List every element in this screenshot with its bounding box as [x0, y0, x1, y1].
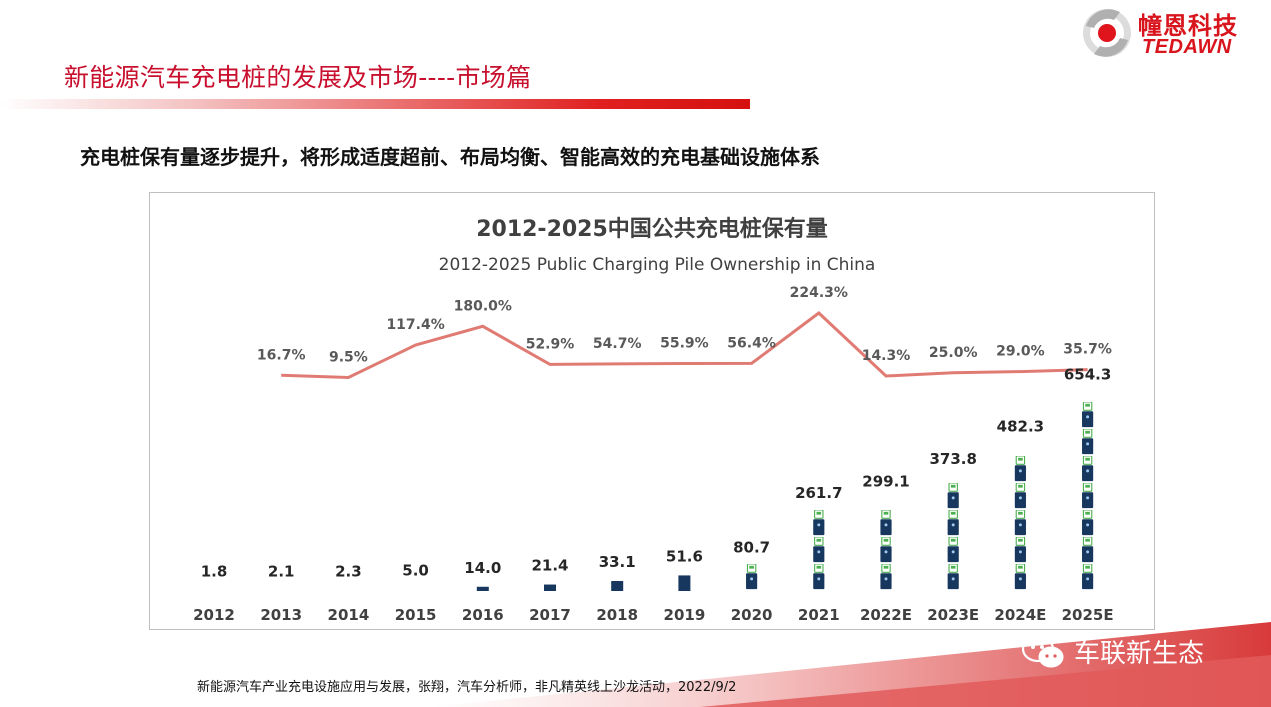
bar-value-label: 14.0 [464, 559, 501, 577]
bar [1081, 402, 1094, 590]
bar [611, 581, 624, 591]
x-tick-label: 2014 [328, 606, 370, 624]
chart-container: 2012-2025中国公共充电桩保有量 2012-2025 Public Cha… [149, 192, 1155, 630]
x-tick-label: 2022E [860, 606, 912, 624]
x-tick-label: 2017 [529, 606, 571, 624]
x-tick-label: 2012 [193, 606, 235, 624]
growth-rate-label: 56.4% [727, 335, 776, 351]
bar-value-label: 21.4 [531, 557, 568, 575]
growth-rate-label: 52.9% [526, 336, 575, 352]
chart-title: 2012-2025中国公共充电桩保有量 [476, 216, 828, 242]
growth-rate-label: 224.3% [790, 285, 848, 301]
bar-value-label: 51.6 [666, 547, 703, 565]
x-tick-label: 2025E [1062, 606, 1114, 624]
growth-rate-label: 25.0% [929, 345, 978, 361]
growth-rate-label: 9.5% [329, 349, 368, 365]
x-tick-label: 2013 [260, 606, 302, 624]
growth-rate-line [281, 311, 1088, 379]
growth-rate-label: 29.0% [996, 344, 1045, 360]
bar-value-label: 2.3 [335, 562, 362, 580]
bar-value-label: 80.7 [733, 539, 770, 557]
x-tick-label: 2019 [664, 606, 706, 624]
bar-value-label: 5.0 [402, 561, 429, 579]
header-title: 新能源汽车充电桩的发展及市场----市场篇 [64, 63, 532, 92]
bar-value-label: 261.7 [795, 484, 842, 502]
growth-rate-label: 16.7% [257, 347, 306, 363]
x-tick-label: 2018 [596, 606, 638, 624]
x-tick-label: 2015 [395, 606, 437, 624]
bar-value-label: 482.3 [997, 417, 1044, 435]
wechat-account-name: 车联新生态 [1074, 639, 1205, 669]
bar [947, 483, 960, 590]
bar [1014, 456, 1027, 590]
bar-value-label: 33.1 [599, 553, 636, 571]
bar-value-label: 2.1 [268, 562, 295, 580]
bar [544, 584, 556, 591]
bar [745, 564, 758, 590]
logo-english-text: TEDAWN [1142, 36, 1232, 58]
source-citation: 新能源汽车产业充电设施应用与发展，张翔，汽车分析师，非凡精英线上沙龙活动，202… [197, 680, 737, 695]
growth-rate-label: 54.7% [593, 336, 642, 352]
x-tick-label: 2016 [462, 606, 504, 624]
x-tick-label: 2021 [798, 606, 840, 624]
growth-rate-label: 55.9% [660, 336, 709, 352]
growth-rate-label: 35.7% [1063, 342, 1112, 358]
x-tick-label: 2023E [927, 606, 979, 624]
wechat-watermark: 车联新生态 [1016, 633, 1236, 673]
bar-value-label: 654.3 [1064, 365, 1111, 383]
company-logo: 幢恩科技 TEDAWN [1080, 6, 1260, 62]
growth-rate-label: 117.4% [386, 317, 444, 333]
x-tick-label: 2020 [731, 606, 773, 624]
x-tick-label: 2024E [994, 606, 1046, 624]
slide-subtitle: 充电桩保有量逐步提升，将形成适度超前、布局均衡、智能高效的充电基础设施体系 [80, 145, 820, 169]
bar-value-label: 373.8 [929, 450, 976, 468]
bar-value-label: 1.8 [201, 562, 228, 580]
bar [678, 575, 691, 591]
logo-chinese-text: 幢恩科技 [1138, 12, 1238, 40]
growth-rate-label: 180.0% [454, 298, 512, 314]
wechat-icon [1021, 635, 1064, 668]
footer-decoration [430, 622, 1271, 707]
bar [476, 586, 489, 591]
header-accent-bar [0, 99, 750, 109]
growth-rate-label: 14.3% [862, 348, 911, 364]
bar [880, 510, 892, 590]
bar [812, 510, 825, 590]
chart-svg: 2012-2025中国公共充电桩保有量 2012-2025 Public Cha… [193, 216, 1114, 624]
logo-emblem-icon [1083, 9, 1131, 57]
chart-subtitle: 2012-2025 Public Charging Pile Ownership… [439, 255, 876, 275]
bar-value-label: 299.1 [862, 473, 909, 491]
